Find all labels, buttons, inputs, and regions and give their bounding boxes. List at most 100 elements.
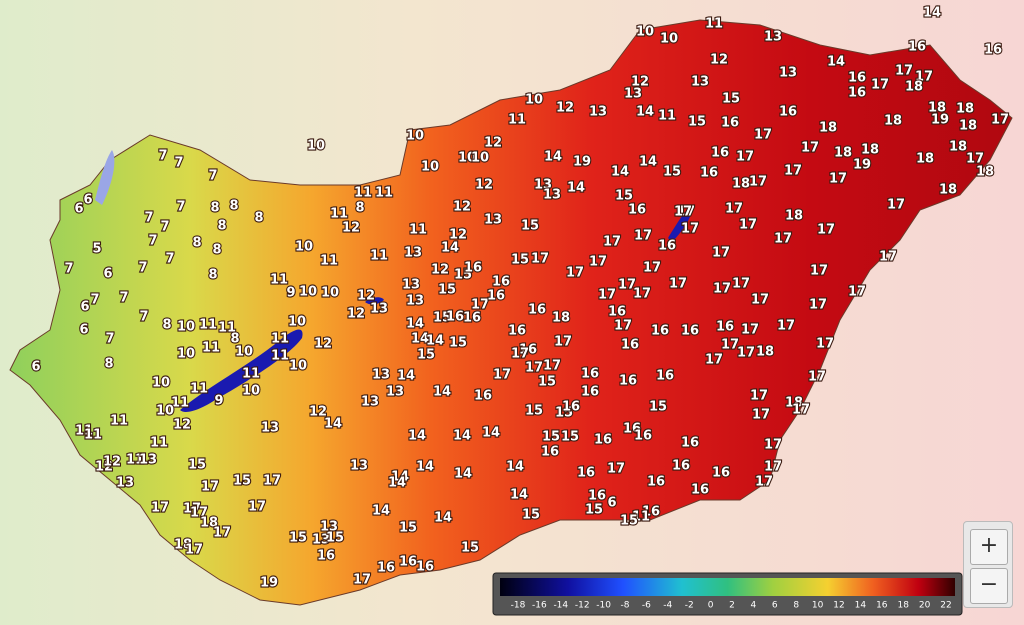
station-temperature: 16 (672, 459, 690, 474)
station-temperature: 10 (307, 139, 325, 154)
station-temperature: 14 (453, 429, 471, 444)
station-temperature: 14 (636, 105, 654, 120)
station-temperature: 18 (884, 114, 902, 129)
station-temperature: 17 (213, 526, 231, 541)
station-temperature: 14 (408, 429, 426, 444)
station-temperature: 16 (651, 324, 669, 339)
station-temperature: 17 (829, 172, 847, 187)
station-temperature: 11 (150, 436, 168, 451)
station-temperature: 16 (416, 560, 434, 575)
legend-tick-label: 18 (897, 601, 909, 611)
station-temperature: 16 (377, 561, 395, 576)
station-temperature: 17 (353, 573, 371, 588)
station-temperature: 12 (475, 178, 493, 193)
legend-tick-label: 2 (729, 601, 735, 611)
station-temperature: 19 (931, 113, 949, 128)
station-temperature: 16 (621, 338, 639, 353)
station-temperature: 7 (174, 156, 183, 171)
legend-tick-label: 10 (812, 601, 824, 611)
station-temperature: 18 (834, 146, 852, 161)
legend-tick-label: 14 (855, 601, 867, 611)
station-temperature: 19 (260, 576, 278, 591)
station-temperature: 18 (939, 183, 957, 198)
station-temperature: 11 (271, 332, 289, 347)
station-temperature: 15 (417, 348, 435, 363)
station-temperature: 11 (320, 254, 338, 269)
legend-tick-label: -10 (596, 601, 611, 611)
legend-tick-label: -16 (532, 601, 547, 611)
zoom-control: + − (963, 521, 1013, 608)
station-temperature: 12 (347, 307, 365, 322)
station-temperature: 13 (370, 302, 388, 317)
station-temperature: 17 (966, 152, 984, 167)
station-temperature: 16 (658, 239, 676, 254)
station-temperature: 12 (309, 405, 327, 420)
station-temperature: 8 (104, 357, 113, 372)
station-temperature: 14 (406, 317, 424, 332)
station-temperature: 12 (95, 460, 113, 475)
station-temperature: 17 (848, 285, 866, 300)
station-temperature: 17 (879, 250, 897, 265)
station-temperature: 16 (700, 166, 718, 181)
legend-tick-label: 20 (919, 601, 931, 611)
station-temperature: 17 (801, 141, 819, 156)
station-temperature: 16 (519, 343, 537, 358)
station-temperature: 13 (764, 30, 782, 45)
station-temperature: 14 (567, 181, 585, 196)
station-temperature: 16 (628, 203, 646, 218)
station-temperature: 12 (556, 101, 574, 116)
station-temperature: 17 (712, 246, 730, 261)
station-temperature: 17 (471, 298, 489, 313)
station-temperature: 7 (160, 220, 169, 235)
station-temperature: 15 (542, 430, 560, 445)
station-temperature: 14 (372, 504, 390, 519)
station-temperature: 18 (956, 102, 974, 117)
station-temperature: 17 (705, 353, 723, 368)
station-temperature: 16 (634, 429, 652, 444)
station-temperature: 18 (785, 209, 803, 224)
station-temperature: 12 (449, 228, 467, 243)
station-temperature: 18 (785, 396, 803, 411)
station-temperature: 18 (819, 121, 837, 136)
station-temperature: 16 (712, 466, 730, 481)
station-temperature: 17 (764, 438, 782, 453)
station-temperature: 6 (80, 300, 89, 315)
legend-tick-label: -12 (575, 601, 590, 611)
station-temperature: 15 (620, 514, 638, 529)
station-temperature: 17 (201, 480, 219, 495)
station-temperature: 13 (116, 476, 134, 491)
station-temperature: 15 (461, 541, 479, 556)
station-temperature: 16 (446, 310, 464, 325)
station-temperature: 18 (861, 143, 879, 158)
station-temperature: 7 (105, 332, 114, 347)
station-temperature: 15 (433, 311, 451, 326)
station-temperature: 16 (656, 369, 674, 384)
station-temperature: 10 (288, 315, 306, 330)
zoom-out[interactable]: − (970, 568, 1008, 604)
station-temperature: 14 (611, 165, 629, 180)
station-temperature: 17 (915, 70, 933, 85)
station-temperature: 15 (449, 336, 467, 351)
station-temperature: 17 (614, 319, 632, 334)
station-temperature: 11 (705, 17, 723, 32)
station-temperature: 8 (192, 236, 201, 251)
station-temperature: 11 (242, 367, 260, 382)
zoom-in[interactable]: + (970, 529, 1008, 565)
station-temperature: 17 (674, 205, 692, 220)
station-temperature: 8 (210, 201, 219, 216)
station-temperature: 13 (386, 385, 404, 400)
station-temperature: 17 (777, 319, 795, 334)
station-temperature: 10 (471, 151, 489, 166)
station-temperature: 18 (552, 311, 570, 326)
station-temperature: 8 (217, 219, 226, 234)
station-temperature: 8 (254, 211, 263, 226)
station-temperature: 17 (493, 368, 511, 383)
station-temperature: 17 (755, 475, 773, 490)
station-temperature: 17 (713, 282, 731, 297)
station-temperature: 17 (634, 229, 652, 244)
station-temperature: 14 (434, 511, 452, 526)
station-temperature: 14 (544, 150, 562, 165)
legend-tick-label: 12 (833, 601, 844, 611)
station-temperature: 15 (615, 189, 633, 204)
station-temperature: 15 (663, 165, 681, 180)
